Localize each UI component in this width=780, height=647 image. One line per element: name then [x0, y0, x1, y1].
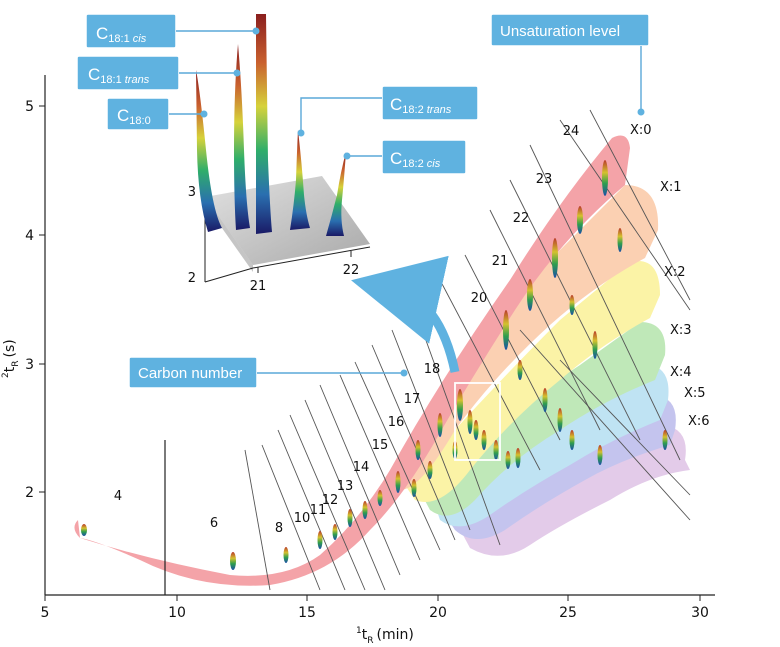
carbon-label: 22: [513, 211, 530, 226]
x-tick-marks: [44, 595, 701, 601]
leader-dot: [297, 129, 305, 137]
callout-c18-0: C18:0: [106, 97, 170, 131]
spots: [81, 160, 668, 570]
svg-text:C18:0: C18:0: [117, 106, 151, 127]
carbon-lines: [244, 109, 691, 591]
carbon-label: 20: [471, 291, 488, 306]
svg-text:C18:2 cis: C18:2 cis: [390, 149, 441, 170]
svg-text:C18:2 trans: C18:2 trans: [390, 95, 452, 116]
y-tick-label: 4: [25, 228, 34, 244]
unsaturation-label: X:6: [688, 414, 710, 429]
x-axis-title: 1tR (min): [356, 626, 414, 646]
peak-c18-2-trans: [290, 130, 310, 230]
carbon-label: 21: [492, 254, 509, 269]
unsaturation-label: X:3: [670, 323, 692, 338]
carbon-label: 16: [388, 415, 405, 430]
carbon-label: 10: [294, 511, 311, 526]
axes: [44, 75, 715, 596]
peak-c18-0: [196, 70, 222, 232]
band-x4: [435, 365, 669, 527]
x-tick-label: 25: [559, 605, 577, 621]
unsaturation-label: X:2: [664, 265, 686, 280]
y-tick-labels: 2 3 4 5: [25, 99, 34, 501]
x-tick-label: 30: [691, 605, 709, 621]
y-tick-label: 5: [25, 99, 34, 115]
x-tick-label: 20: [429, 605, 447, 621]
carbon-label: 23: [536, 172, 553, 187]
unsaturation-label: X:4: [670, 365, 692, 380]
inset-x-tick: 22: [343, 263, 360, 278]
unsaturation-label: X:1: [660, 180, 682, 195]
callout-unsaturation-level: Unsaturation level: [490, 13, 650, 47]
carbon-label: 6: [210, 516, 218, 531]
band-x2: [405, 260, 660, 502]
carbon-label: 17: [404, 392, 421, 407]
callout-c18-1-cis: C18:1 cis: [85, 13, 177, 49]
leader-dot: [200, 110, 208, 118]
x-tick-label: 15: [298, 605, 316, 621]
carbon-number-labels: 4 6 8 10 11 12 13 14 15 16 17 18 20 21 2…: [114, 124, 579, 536]
carbon-label: 24: [563, 124, 580, 139]
peak-c18-2-cis: [326, 152, 346, 236]
callout-c18-1-trans: C18:1 trans: [76, 55, 180, 91]
zoom-arrow: [351, 255, 460, 373]
unsaturation-label: X:5: [684, 386, 706, 401]
carbon-label: 8: [275, 521, 283, 536]
unsaturation-labels: X:0 X:1 X:2 X:3 X:4 X:5 X:6: [630, 123, 710, 429]
y-tick-marks: [39, 105, 45, 493]
y-tick-label: 2: [25, 485, 34, 501]
unsaturation-callout-text: Unsaturation level: [500, 23, 620, 40]
leader-dot: [252, 27, 260, 35]
carbon-label: 18: [424, 362, 441, 377]
c18-highlight-box: [454, 382, 501, 461]
carbon-label: 13: [337, 479, 354, 494]
callout-carbon-number: Carbon number: [128, 356, 258, 389]
svg-text:C18:1 cis: C18:1 cis: [96, 24, 147, 45]
svg-text:C18:1 trans: C18:1 trans: [88, 65, 150, 86]
unsaturation-label: X:0: [630, 123, 652, 138]
carbon-label: 14: [353, 460, 370, 475]
inset-3d-surface: 21 22 2 3: [188, 14, 371, 294]
carbon-label: 15: [372, 438, 389, 453]
x-tick-labels: 5 10 15 20 25 30: [41, 605, 709, 621]
carbon-label: 12: [322, 493, 339, 508]
carbon-label: 4: [114, 489, 122, 504]
callout-c18-2-trans: C18:2 trans: [381, 85, 479, 121]
x-tick-label: 10: [168, 605, 186, 621]
y-tick-label: 3: [25, 357, 34, 373]
peak-c18-1-cis: [256, 14, 272, 234]
leader-dot: [233, 69, 241, 77]
leader-dot: [400, 369, 408, 377]
peak-c18-1-trans: [234, 44, 250, 230]
leader-dot: [637, 108, 645, 116]
carbon-callout-text: Carbon number: [138, 365, 242, 382]
callout-c18-2-cis: C18:2 cis: [381, 139, 467, 175]
inset-x-tick: 21: [250, 279, 267, 294]
band-x3: [422, 322, 666, 516]
x-tick-label: 5: [41, 605, 50, 621]
leader-dot: [343, 152, 351, 160]
carbon-label: 11: [310, 503, 327, 518]
leader-c18-2-trans: [300, 97, 382, 133]
inset-y-tick: 2: [188, 271, 196, 286]
inset-y-tick: 3: [188, 185, 196, 200]
y-axis-title: 2tR(s): [1, 339, 21, 378]
